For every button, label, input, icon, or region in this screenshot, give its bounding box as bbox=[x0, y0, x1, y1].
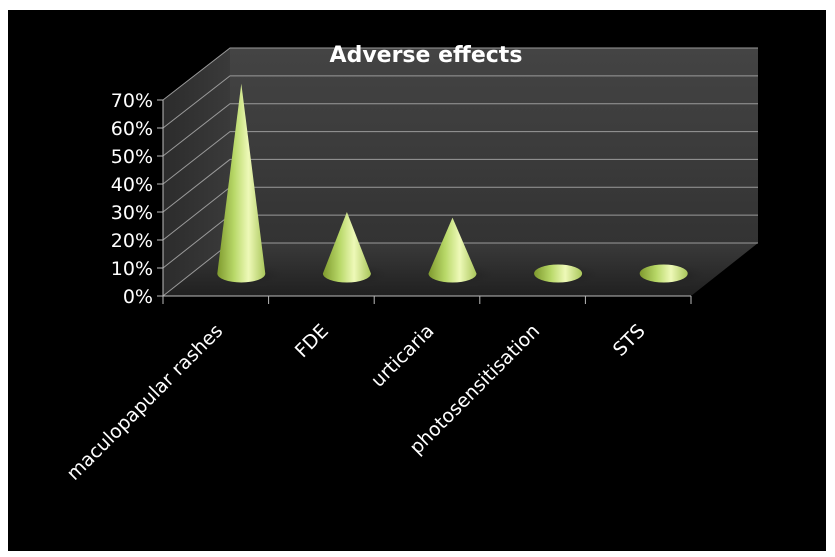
gridline bbox=[162, 75, 758, 129]
x-category-label: urticaria bbox=[367, 320, 439, 392]
cone-body bbox=[322, 212, 371, 283]
x-category-label: maculopapular rashes bbox=[63, 320, 228, 485]
x-category-label: FDE bbox=[291, 320, 333, 362]
x-category-label: STS bbox=[609, 320, 650, 361]
gridline bbox=[162, 158, 758, 213]
plot-walls bbox=[163, 48, 758, 296]
x-axis: maculopapular rashes FDE urticariaphotosen… bbox=[63, 295, 692, 485]
chart-title: Adverse effects bbox=[330, 43, 523, 68]
cone-series bbox=[207, 83, 710, 288]
back-wall bbox=[230, 48, 758, 243]
y-tick-label: 70% bbox=[111, 90, 153, 112]
cone-1 bbox=[207, 83, 288, 288]
y-tick-label: 50% bbox=[111, 146, 153, 168]
cone-base bbox=[534, 264, 583, 283]
gridline bbox=[162, 47, 758, 101]
gridline bbox=[162, 131, 758, 185]
cone-base bbox=[639, 264, 688, 283]
y-tick-label: 0% bbox=[123, 286, 153, 308]
cone-3 bbox=[418, 217, 499, 288]
y-axis: 0% 10% 20% 30% 40% 50% 60% 70% bbox=[111, 90, 164, 308]
cone-body bbox=[217, 83, 266, 283]
cone-4 bbox=[524, 263, 605, 288]
gridline bbox=[162, 103, 758, 157]
cone-2 bbox=[312, 212, 393, 288]
chart-frame: 0% 10% 20% 30% 40% 50% 60% 70% maculopapular ra… bbox=[8, 10, 826, 551]
y-tick-label: 60% bbox=[111, 118, 153, 140]
cone-body bbox=[428, 217, 477, 283]
cone-5 bbox=[629, 263, 710, 288]
y-tick-label: 10% bbox=[111, 258, 153, 280]
y-tick-label: 20% bbox=[111, 230, 153, 252]
side-wall bbox=[163, 48, 230, 296]
adverse-effects-chart: 0% 10% 20% 30% 40% 50% 60% 70% maculopapular ra… bbox=[63, 43, 758, 485]
y-tick-label: 40% bbox=[111, 174, 153, 196]
y-tick-label: 30% bbox=[111, 202, 153, 224]
